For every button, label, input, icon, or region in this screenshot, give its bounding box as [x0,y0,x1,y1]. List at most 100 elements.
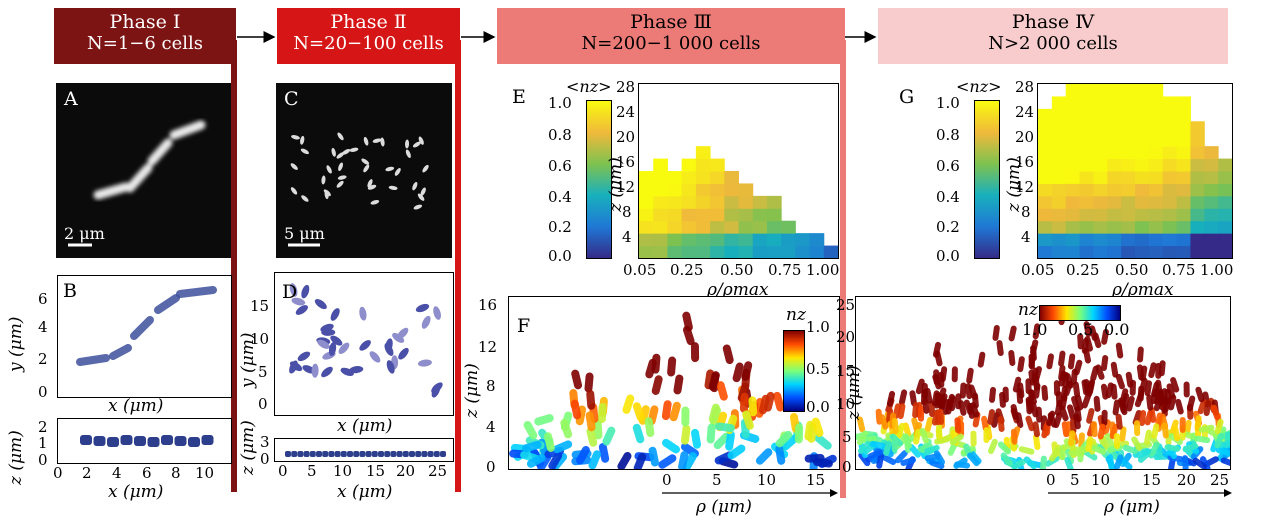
heatmap-cell [1135,208,1150,222]
cell-mark [996,340,1004,357]
heatmap-cell [1218,183,1233,197]
cell-mark [658,454,677,469]
cell-mark [886,390,896,407]
heatmap-cell [1204,220,1219,234]
cell-mark [1164,444,1181,452]
cell-mark [300,148,309,155]
x-tick: 0.05 [1021,261,1055,279]
heatmap-cell [1162,183,1178,197]
x-tick: 0.25 [670,261,704,279]
phase-header-3: Phase Ⅲ N=200−1 000 cells [497,8,845,64]
cell-mark [109,344,132,360]
cell-mark [340,451,347,457]
cell-mark [741,361,753,381]
cell-mark [405,149,411,158]
colorbar-tick: 0.0 [806,398,830,416]
heatmap-cell [681,245,697,259]
panel-letter: C [284,88,299,110]
x-tick: 4 [112,464,122,482]
cell-mark [997,441,1012,455]
cell-mark [1138,410,1147,426]
heatmap-cell [724,183,739,197]
heatmap-cell [1065,220,1081,234]
heatmap-cell [766,233,782,247]
heatmap-cell [1176,183,1191,197]
colorbar-tick: 1.0 [806,318,830,336]
phase-subtitle: N=200−1 000 cells [581,32,761,54]
z-tick: 8 [1021,203,1031,221]
cell-mark [584,372,594,393]
heatmap-cell [681,171,697,184]
cell-mark [681,424,691,445]
colorbar-tick: 0.2 [936,218,960,236]
heatmap-cell [1051,208,1067,222]
cell-mark [920,438,932,454]
z-axis-label: z (μm) [238,420,258,475]
colorbar-g [974,100,1000,259]
heatmap-cell [1093,158,1108,172]
cell-mark [285,451,291,457]
cell-mark [959,382,967,399]
cell-mark [931,390,940,407]
heatmap-cell [1038,183,1053,197]
phase-header-4: Phase Ⅳ N>2 000 cells [878,8,1228,64]
cell-mark [883,440,892,456]
heatmap-cell [1038,208,1053,222]
cell-mark [314,299,327,310]
heatmap-cell [1204,245,1219,259]
x-tick: 2 [82,464,92,482]
heatmap-cell [1148,146,1164,160]
x-axis-label: x (μm) [108,396,164,416]
colorbar-tick: 0.6 [548,157,572,175]
cell-mark [361,158,370,165]
cell-mark [421,315,431,329]
x-tick: 0 [53,464,63,482]
heatmap-cell [823,245,839,259]
cell-mark [858,452,871,467]
cell-mark [1083,321,1092,337]
cell-mark [938,433,954,444]
heatmap-cell [1121,195,1136,209]
cell-mark [598,443,610,463]
heatmap-cell [1093,133,1108,147]
cell-mark [522,440,542,453]
cell-mark [1084,335,1094,352]
heatmap-cell [1135,195,1150,209]
z-tick: 16 [1015,153,1035,171]
heatmap-cell [695,183,711,197]
z-tick: 3 [260,433,270,451]
x-tick: 0 [278,462,288,480]
heatmap-cell [1065,133,1081,147]
colorbar-tick: 0.2 [548,218,572,236]
cell-mark [645,358,657,379]
cell-mark [1198,424,1215,433]
heatmap-cell [752,208,768,222]
cell-mark [370,199,380,205]
heatmap-cell [1162,121,1178,135]
cell-mark [1072,381,1081,398]
cell-mark [1032,323,1041,340]
heatmap-cell [1093,220,1108,234]
heatmap-cell [1162,108,1178,122]
cell-mark [648,446,659,467]
z-tick: 2 [38,418,48,436]
heatmap-cell [809,245,825,259]
cell-mark [1090,365,1099,382]
heatmap-g [1037,83,1233,259]
heatmap-cell [1079,208,1094,222]
scatter-f: F [508,296,840,473]
cell-mark [953,457,968,469]
heatmap-cell [1204,233,1219,247]
z-tick: 28 [1015,78,1035,96]
micrograph-c: C 5 μm [276,83,452,258]
colorbar-tick: 0.6 [936,157,960,175]
heatmap-cell [1162,133,1178,147]
cell-mark [291,297,306,306]
z-tick: 4 [486,418,496,436]
cell-mark [365,451,372,457]
z-tick: 28 [616,78,636,96]
heatmap-cell [653,220,668,234]
x-tick: 10 [757,471,777,489]
heatmap-cell [1065,233,1081,247]
cell-mark [708,403,720,424]
